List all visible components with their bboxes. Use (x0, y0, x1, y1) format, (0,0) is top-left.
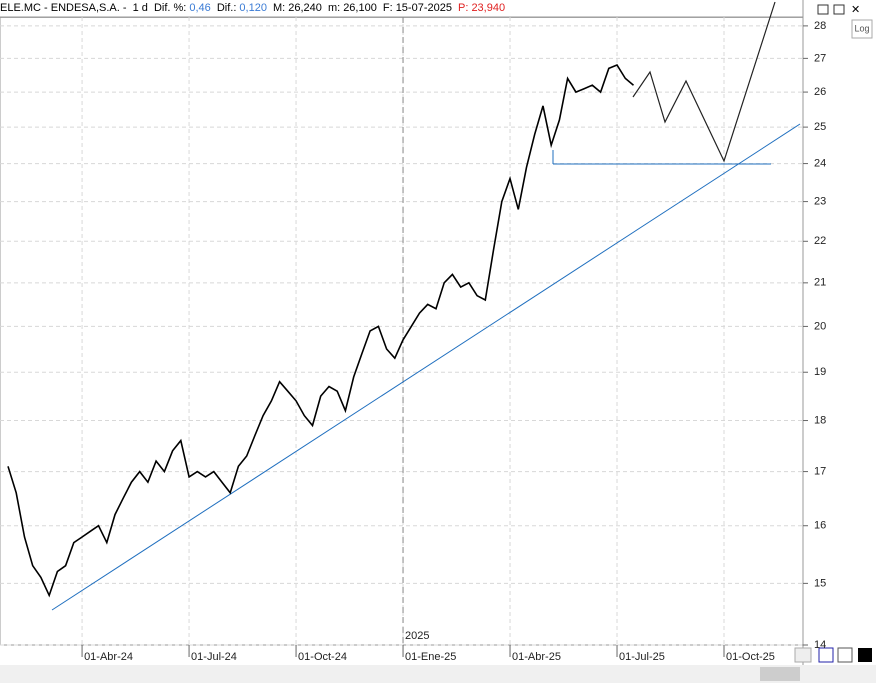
maximize[interactable] (833, 4, 845, 15)
projection (632, 1, 776, 163)
y-tick-label: 23 (814, 195, 826, 207)
log-button[interactable] (851, 19, 873, 39)
value: 26,100 (343, 2, 377, 14)
value: 26,240 (288, 2, 322, 14)
tool-button[interactable] (858, 648, 872, 662)
x-tick-label: 01-Abr-24 (84, 651, 133, 663)
y-tick-label: 22 (814, 235, 826, 247)
window-controls[interactable]: ✕ (817, 4, 860, 16)
y-tick-label: 25 (814, 121, 826, 133)
scrollbar[interactable] (0, 665, 876, 683)
value: 0,120 (239, 2, 267, 14)
x-tick-label: 01-Jul-25 (619, 651, 665, 663)
y-tick-label: 26 (814, 86, 826, 98)
header: ELE.MC - ENDESA,S.A. - 1 d Dif. %: 0,46 D… (0, 0, 803, 18)
y-tick-label: 28 (814, 20, 826, 32)
price-line (7, 64, 635, 598)
label: m: (327, 2, 341, 14)
y-tick-label: 27 (814, 52, 826, 64)
tool-button[interactable] (794, 647, 812, 663)
year-marker-label: 2025 (405, 630, 429, 642)
y-tick-label: 17 (814, 465, 826, 477)
y-tick-label: 18 (814, 414, 826, 426)
value: 23,940 (471, 2, 506, 14)
x-tick-label: 01-Abr-25 (512, 651, 561, 663)
x-tick-label: 01-Oct-25 (726, 651, 775, 663)
y-tick-label: 14 (814, 639, 826, 651)
symbol: ELE.MC - ENDESA,S.A. - (0, 2, 127, 14)
y-tick-label: 21 (814, 277, 826, 289)
close[interactable]: ✕ (851, 4, 860, 16)
y-tick-label: 15 (814, 577, 826, 589)
tool-button[interactable] (837, 647, 853, 663)
minimize[interactable] (817, 4, 829, 15)
trend-line (51, 123, 801, 611)
tool-button[interactable] (818, 647, 834, 663)
label: Dif.: (216, 2, 237, 14)
x-tick-label: 01-Oct-24 (298, 651, 347, 663)
period: 1 d (132, 2, 148, 14)
y-tick-label: 16 (814, 520, 826, 532)
scroll-thumb[interactable] (760, 667, 800, 681)
log-button-label[interactable]: Log (854, 23, 869, 33)
label: P: (458, 2, 469, 14)
y-tick-label: 20 (814, 320, 826, 332)
x-tick-label: 01-Ene-25 (405, 651, 456, 663)
y-tick-label: 24 (814, 157, 826, 169)
label: F: (382, 2, 393, 14)
plot-frame (0, 16, 804, 646)
label: M: (273, 2, 286, 14)
label: Dif. %: (153, 2, 187, 14)
y-tick-label: 19 (814, 366, 826, 378)
x-tick-label: 01-Jul-24 (191, 651, 237, 663)
value: 0,46 (189, 2, 211, 14)
value: 15-07-2025 (395, 2, 452, 14)
